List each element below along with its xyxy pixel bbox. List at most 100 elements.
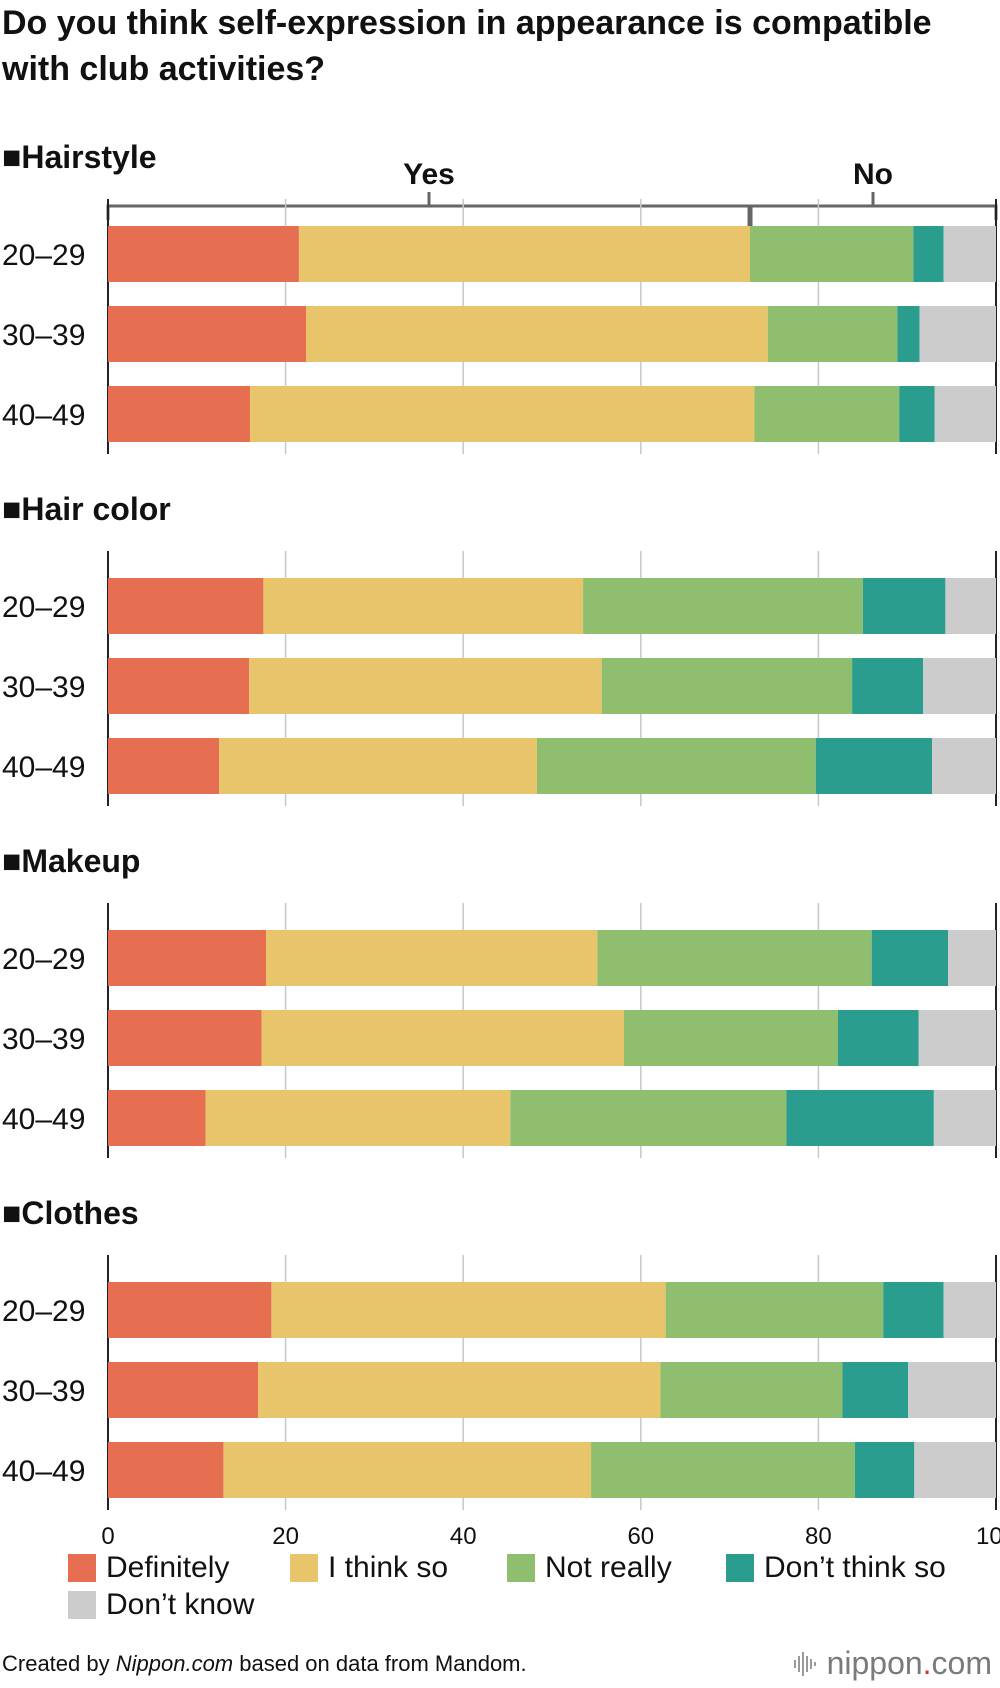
bar-segment-definitely [108,930,267,986]
bar-segment-don-t-know [914,1442,996,1498]
bar-segment-i-think-so [266,930,598,986]
legend-label: Not really [545,1551,672,1584]
bar-segment-don-t-know [932,738,996,794]
bar-segment-don-t-know [945,578,996,634]
bar-segment-not-really [623,1010,838,1066]
bar-segment-don-t-know [923,658,996,714]
bar-segment-don-t-think-so [815,738,933,794]
panel-title: ■Hair color [2,491,171,527]
bar-segment-don-t-think-so [899,386,935,442]
bar-segment-not-really [601,658,853,714]
category-label: 20–29 [2,591,85,624]
bar-segment-don-t-know [943,226,996,282]
bar-segment-i-think-so [219,738,537,794]
logo-name: nippon [826,1645,923,1681]
bar-segment-definitely [108,1282,272,1338]
legend-item: Not really [507,1551,672,1585]
category-label: 40–49 [2,1103,85,1136]
category-label: 20–29 [2,943,85,976]
source-note: Created by Nippon.com based on data from… [2,1651,527,1677]
legend-item: Definitely [68,1551,229,1585]
bar-segment-definitely [108,306,307,362]
category-label: 30–39 [2,319,85,352]
bar-segment-i-think-so [250,386,755,442]
panel-title: ■Makeup [2,843,140,879]
bar-segment-don-t-think-so [871,930,949,986]
bar-segment-definitely [108,1090,206,1146]
bar-segment-not-really [591,1442,855,1498]
bar-segment-i-think-so [249,658,602,714]
x-tick-label: 0 [101,1523,114,1550]
bar-segment-not-really [510,1090,787,1146]
bar-segment-don-t-think-so [786,1090,934,1146]
bar-segment-i-think-so [223,1442,592,1498]
x-tick-label: 100 [976,1523,1000,1550]
bar-segment-don-t-think-so [854,1442,915,1498]
legend-item: I think so [290,1551,448,1585]
bar-segment-definitely [108,658,250,714]
bar-segment-definitely [108,226,299,282]
x-tick-label: 20 [272,1523,299,1550]
nippon-logo: nippon. com [793,1645,992,1682]
bar-segment-don-t-think-so [837,1010,919,1066]
category-label: 20–29 [2,1295,85,1328]
bar-segment-don-t-think-so [862,578,946,634]
bar-segment-not-really [665,1282,884,1338]
chart-title: Do you think self-expression in appearan… [2,4,932,88]
bar-segment-don-t-think-so [913,226,944,282]
x-tick-label: 60 [627,1523,654,1550]
bar-segment-i-think-so [306,306,768,362]
legend-swatch [290,1554,318,1582]
legend-item: Don’t think so [726,1551,946,1585]
category-label: 30–39 [2,671,85,704]
no-label: No [853,158,893,191]
category-label: 30–39 [2,1375,85,1408]
bar-segment-i-think-so [263,578,584,634]
bar-segment-definitely [108,1442,224,1498]
logo-dot: . [922,1645,932,1681]
yes-no-bracket [106,204,998,220]
legend-swatch [507,1554,535,1582]
category-label: 30–39 [2,1023,85,1056]
bar-segment-don-t-think-so [842,1362,909,1418]
legend-label: Don’t think so [764,1551,946,1584]
bar-segment-don-t-know [943,1282,996,1338]
bar-segment-definitely [108,738,219,794]
bar-segment-not-really [660,1362,843,1418]
bar-segment-don-t-know [948,930,996,986]
bar-segment-definitely [108,578,264,634]
bar-segment-don-t-think-so [897,306,920,362]
legend-item: Don’t know [68,1588,254,1622]
category-label: 40–49 [2,1455,85,1488]
x-tick-label: 40 [450,1523,477,1550]
bar-segment-not-really [597,930,872,986]
bar-segment-i-think-so [205,1090,511,1146]
bar-segment-i-think-so [261,1010,624,1066]
panel-title: ■Hairstyle [2,139,157,175]
bar-segment-definitely [108,1010,262,1066]
legend-swatch [726,1554,754,1582]
legend-label: Definitely [106,1551,230,1584]
bar-segment-i-think-so [298,226,751,282]
bar-segment-not-really [754,386,900,442]
category-label: 40–49 [2,751,85,784]
bar-segment-definitely [108,1362,259,1418]
bar-segment-don-t-know [919,306,996,362]
panel-title: ■Clothes [2,1195,139,1231]
source-prefix: Created by [2,1651,116,1676]
legend-label: I think so [328,1551,449,1584]
soundwave-icon [793,1651,816,1676]
bar-segment-not-really [536,738,816,794]
bar-segment-not-really [583,578,863,634]
yes-label: Yes [403,158,455,191]
x-tick-label: 80 [805,1523,832,1550]
bar-segment-i-think-so [271,1282,666,1338]
category-label: 20–29 [2,239,85,272]
bar-segment-don-t-know [934,386,996,442]
stacked-bar-chart: Yes No ■Hairstyle 20–29 30–39 40–49 ■Hair colo… [2,139,1000,1550]
bar-segment-not-really [767,306,898,362]
legend-label: Don’t know [106,1588,255,1621]
logo-domain: com [931,1645,992,1681]
bar-segment-i-think-so [258,1362,661,1418]
bar-segment-don-t-know [918,1010,996,1066]
